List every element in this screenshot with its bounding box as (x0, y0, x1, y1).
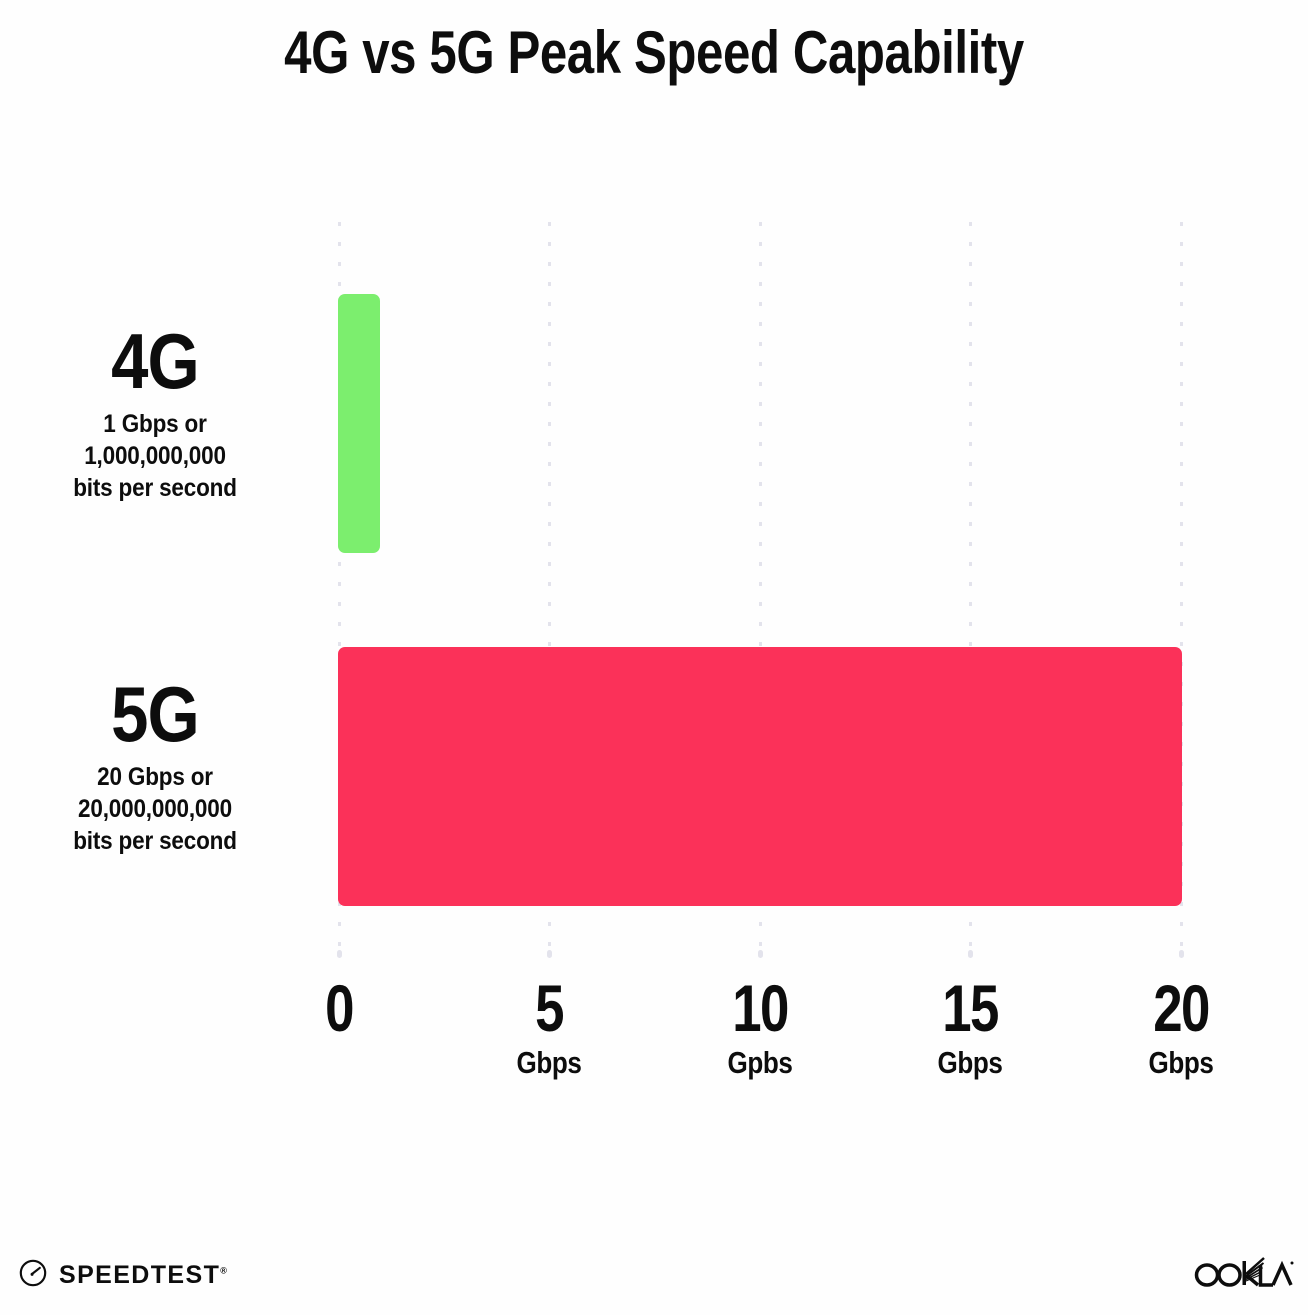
ookla-logo (1194, 1252, 1294, 1297)
speedometer-icon (18, 1258, 48, 1293)
bar-4g (338, 294, 381, 553)
row-label-5g: 5G 20 Gbps or 20,000,000,000 bits per se… (20, 670, 290, 857)
x-tick-unit: Gbps (937, 1045, 1003, 1080)
x-tick-10: 10 Gpbs (665, 975, 855, 1081)
gridline-15 (968, 222, 973, 958)
row-label-4g: 4G 1 Gbps or 1,000,000,000 bits per seco… (20, 317, 290, 504)
detail-line-1: 1 Gbps or (103, 410, 207, 439)
bar-5g (338, 647, 1182, 906)
generation-detail-4g: 1 Gbps or 1,000,000,000 bits per second (34, 408, 277, 504)
gridline-20 (1179, 222, 1184, 958)
x-tick-0: 0 (244, 975, 434, 1081)
speedtest-logo: SPEEDTEST® (18, 1258, 227, 1293)
gridline-endcap (337, 950, 342, 958)
gridline-5 (547, 222, 552, 958)
generation-detail-5g: 20 Gbps or 20,000,000,000 bits per secon… (34, 761, 277, 857)
x-tick-value: 20 (1153, 971, 1210, 1045)
generation-name-5g: 5G (111, 670, 200, 758)
detail-line-3: bits per second (73, 474, 237, 503)
x-tick-value: 0 (325, 971, 354, 1045)
gridline-endcap (547, 950, 552, 958)
page-title: 4G vs 5G Peak Speed Capability (284, 19, 1024, 86)
x-tick-value: 5 (535, 971, 564, 1045)
x-tick-unit (259, 1047, 419, 1081)
detail-line-3: bits per second (73, 827, 237, 856)
x-tick-unit: Gbps (1148, 1045, 1214, 1080)
x-tick-value: 10 (732, 971, 789, 1045)
gridline-endcap (758, 950, 763, 958)
speedtest-wordmark: SPEEDTEST® (59, 1263, 227, 1288)
speedtest-wordmark-text: SPEEDTEST (59, 1261, 221, 1289)
x-tick-15: 15 Gbps (875, 975, 1065, 1081)
detail-line-1: 20 Gbps or (97, 763, 213, 792)
detail-line-2: 1,000,000,000 (84, 442, 226, 471)
gridline-endcap (968, 950, 973, 958)
generation-name-4g: 4G (111, 317, 200, 405)
ookla-wordmark-icon (1194, 1252, 1294, 1297)
speedtest-trademark: ® (220, 1265, 227, 1276)
gridline-0 (337, 222, 342, 958)
gridline-10 (758, 222, 763, 958)
gridline-endcap (1179, 950, 1184, 958)
x-tick-value: 15 (942, 971, 999, 1045)
detail-line-2: 20,000,000,000 (78, 795, 232, 824)
x-tick-5: 5 Gbps (454, 975, 644, 1081)
x-tick-unit: Gpbs (727, 1045, 793, 1080)
x-tick-unit: Gbps (516, 1045, 582, 1080)
x-tick-20: 20 Gbps (1086, 975, 1276, 1081)
